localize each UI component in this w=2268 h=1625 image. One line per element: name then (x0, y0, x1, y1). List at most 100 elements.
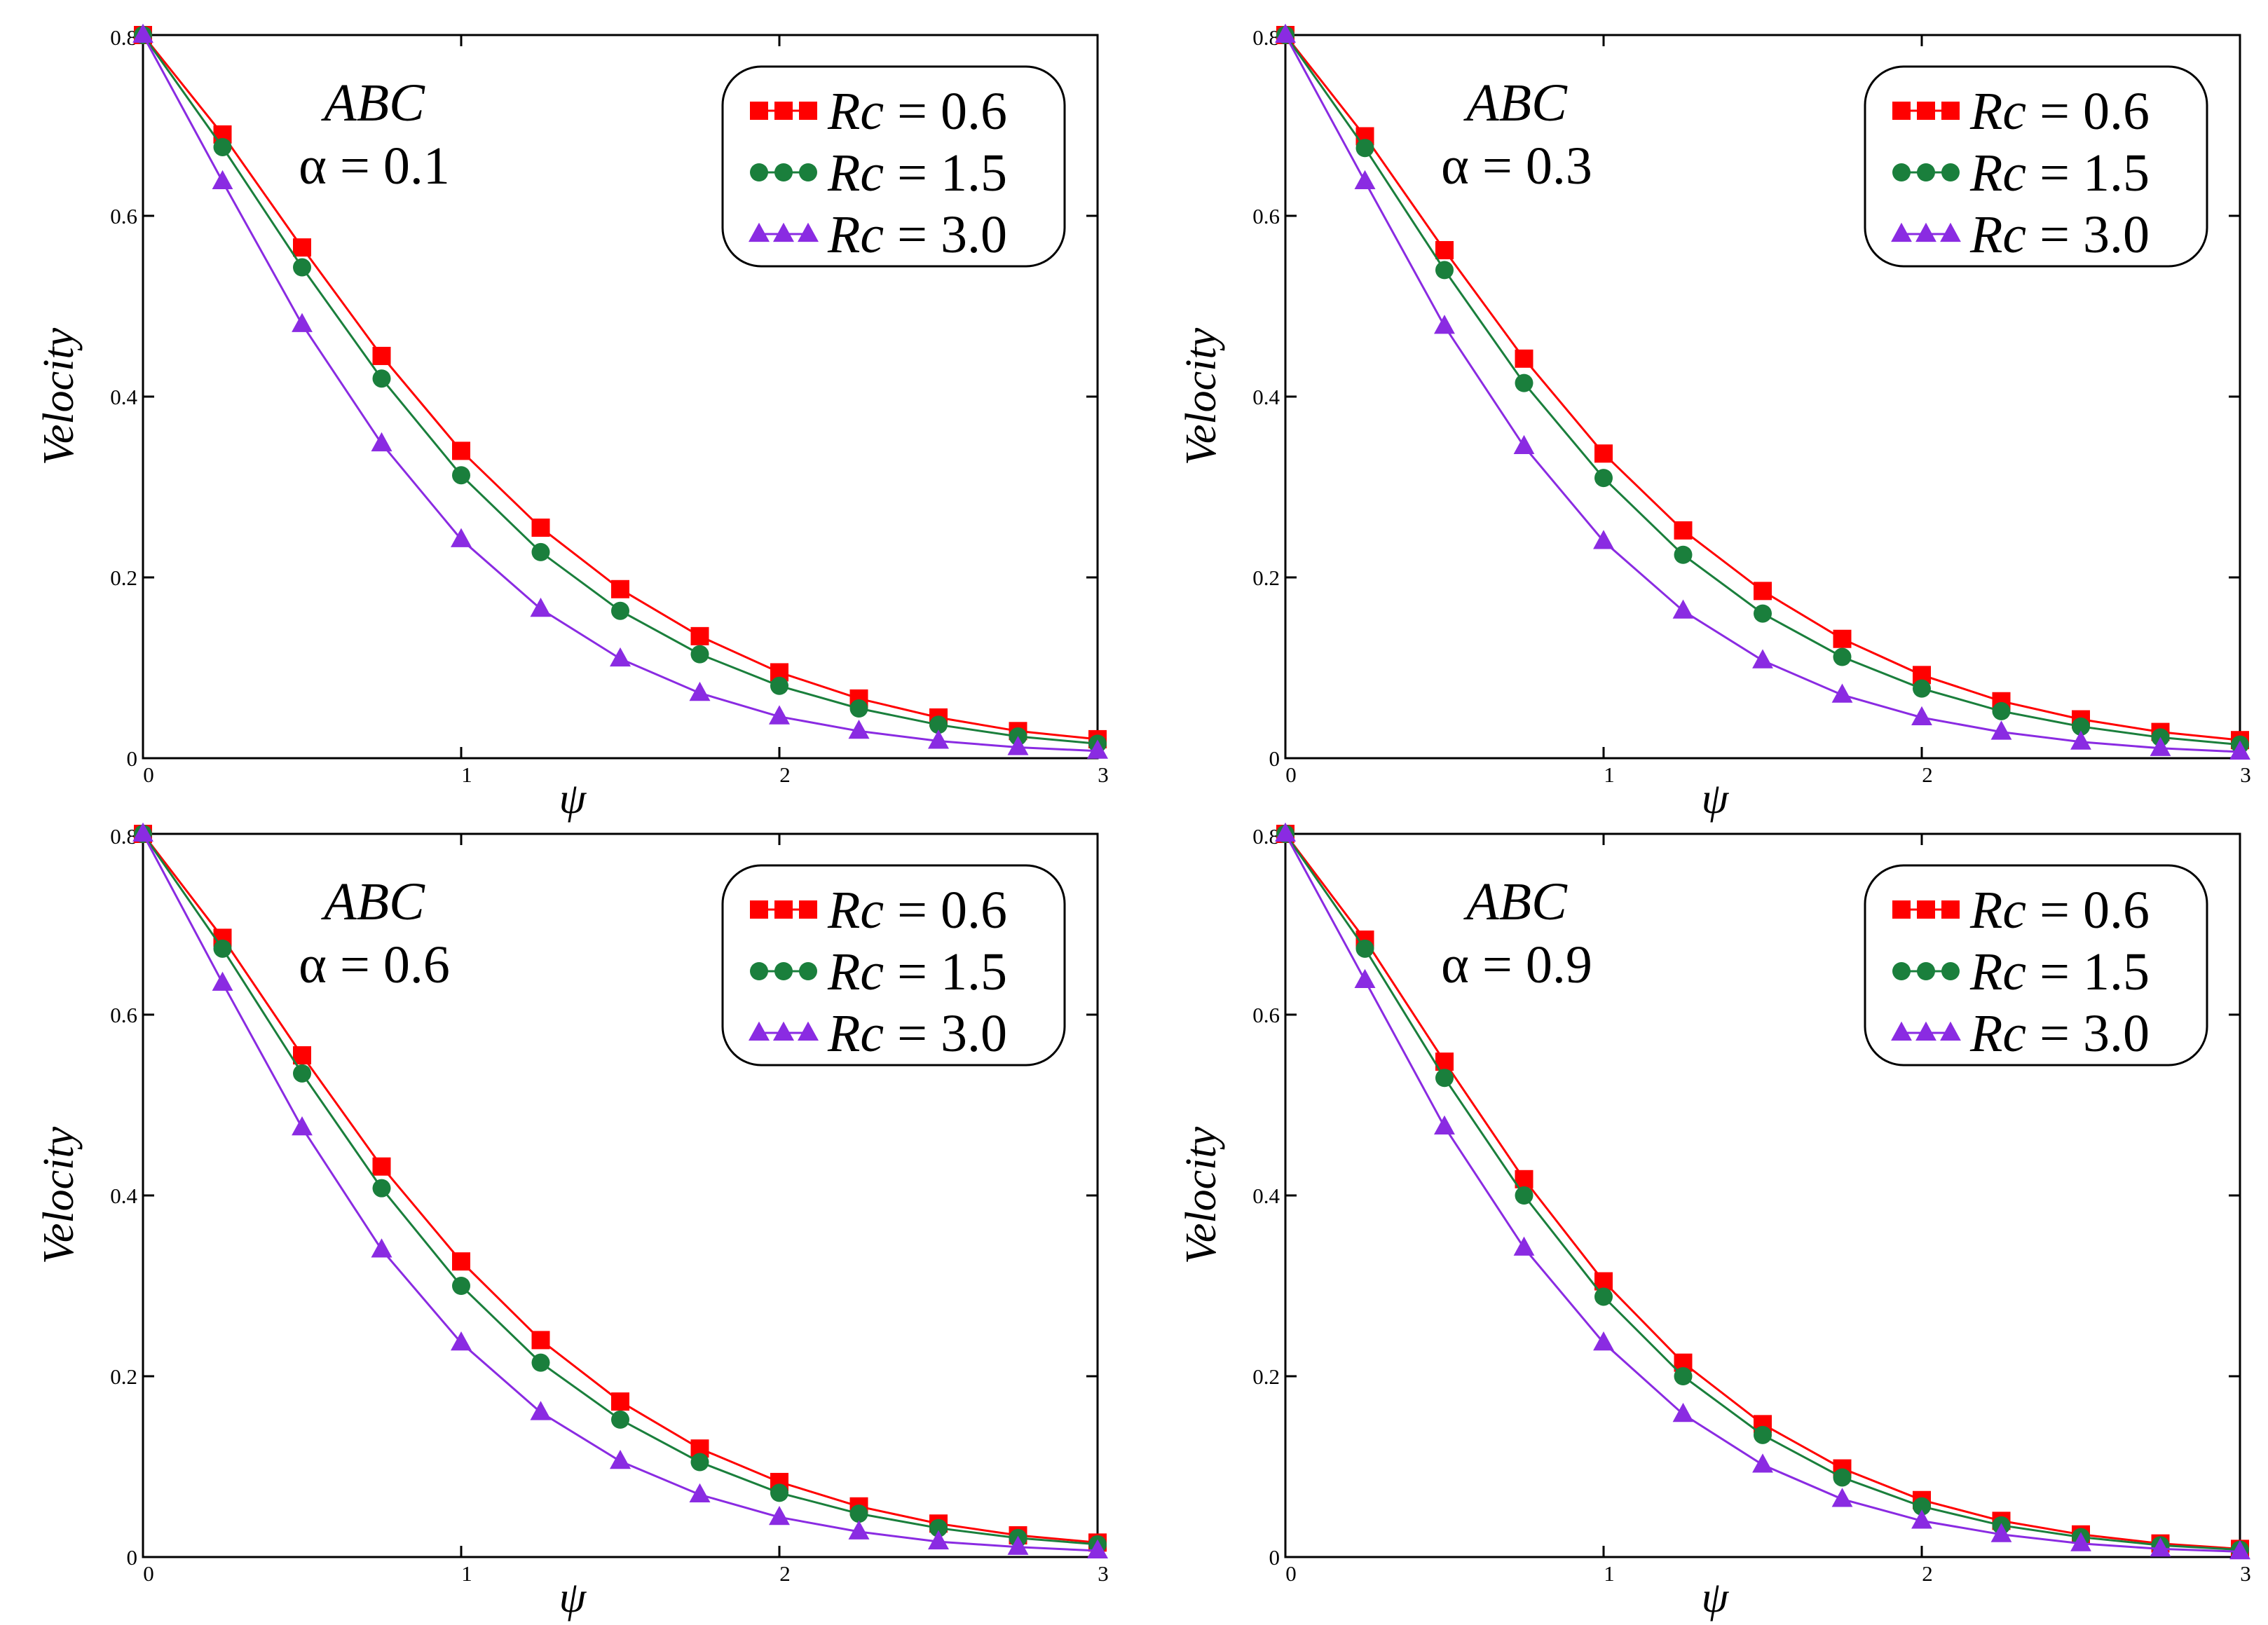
y-tick-label: 0.4 (1252, 385, 1280, 409)
y-tick-label: 0 (127, 746, 138, 771)
data-point-circle (531, 1353, 550, 1372)
legend-entry: Rc = 1.5 (1892, 144, 2150, 203)
data-point-circle (372, 369, 391, 388)
data-point-triangle (1990, 1523, 2012, 1542)
data-point-triangle (749, 1021, 770, 1041)
alpha-label: α = 0.1 (299, 137, 450, 196)
data-point-circle (1594, 469, 1613, 488)
x-tick-label: 2 (779, 762, 791, 787)
data-point-square (372, 1157, 391, 1176)
data-point-square (774, 102, 793, 120)
data-point-triangle (132, 822, 153, 842)
x-tick-label: 3 (1098, 1561, 1109, 1586)
data-point-triangle (1911, 706, 1932, 725)
y-tick-label: 0.6 (110, 204, 137, 228)
data-point-triangle (1513, 434, 1535, 454)
data-point-triangle (1891, 1021, 1912, 1041)
legend-label: Rc = 3.0 (827, 1004, 1007, 1063)
data-point-triangle (212, 971, 233, 991)
x-tick-label: 1 (1604, 762, 1615, 787)
alpha-label: α = 0.3 (1441, 137, 1592, 196)
legend-value: = 3.0 (884, 205, 1007, 264)
legend-entry: Rc = 3.0 (1891, 1004, 2150, 1063)
data-point-circle (1674, 1367, 1693, 1385)
data-point-triangle (1275, 23, 1296, 43)
legend-value: = 1.5 (2026, 942, 2150, 1001)
data-point-triangle (848, 720, 870, 739)
data-point-square (452, 1252, 470, 1271)
data-point-triangle (2150, 1537, 2171, 1557)
data-point-triangle (371, 432, 392, 452)
legend-label: Rc = 0.6 (827, 82, 1007, 141)
y-tick-label: 0.2 (1252, 565, 1280, 590)
x-tick-label: 0 (1285, 762, 1297, 787)
data-point-triangle (610, 1450, 631, 1469)
x-tick-label: 3 (2240, 762, 2251, 787)
legend-entry: Rc = 0.6 (750, 82, 1007, 141)
data-point-circle (770, 1483, 788, 1502)
y-axis-label: Velocity (35, 327, 83, 465)
data-point-circle (750, 962, 768, 980)
y-tick-label: 0.6 (1252, 204, 1280, 228)
legend-symbol: Rc (1969, 1004, 2026, 1063)
data-point-triangle (689, 1483, 711, 1502)
data-point-triangle (769, 1506, 790, 1525)
y-tick-label: 0 (127, 1545, 138, 1570)
data-point-square (1435, 241, 1454, 260)
legend-label: Rc = 0.6 (1969, 82, 2150, 141)
data-point-circle (1833, 647, 1852, 666)
data-point-triangle (798, 222, 819, 242)
legend-value: = 3.0 (2026, 1004, 2150, 1063)
legend-symbol: Rc (1969, 942, 2026, 1001)
data-point-triangle (1513, 1236, 1535, 1256)
x-axis-label: ψ (1702, 775, 1730, 823)
legend-label: Rc = 0.6 (827, 881, 1007, 940)
data-point-triangle (1354, 170, 1376, 189)
legend-symbol: Rc (827, 82, 884, 141)
legend-entry: Rc = 0.6 (1892, 881, 2150, 940)
data-point-triangle (1434, 1115, 1455, 1134)
y-tick-label: 0.6 (1252, 1003, 1280, 1027)
data-point-triangle (1891, 222, 1912, 242)
data-point-square (1892, 900, 1911, 919)
legend-value: = 3.0 (884, 1004, 1007, 1063)
data-point-circle (690, 1453, 709, 1472)
data-point-triangle (1354, 968, 1376, 988)
y-tick-label: 0.8 (110, 824, 137, 849)
legend-entry: Rc = 1.5 (750, 144, 1007, 203)
legend-label: Rc = 1.5 (827, 144, 1007, 203)
legend: Rc = 0.6Rc = 1.5Rc = 3.0 (1864, 864, 2208, 1067)
data-point-circle (1515, 1186, 1533, 1205)
data-point-circle (774, 163, 793, 181)
legend-value: = 0.6 (2026, 881, 2150, 940)
x-tick-label: 1 (1604, 1561, 1615, 1586)
data-point-circle (213, 137, 232, 156)
legend-value: = 0.6 (2026, 82, 2150, 141)
data-point-square (372, 346, 391, 365)
data-point-circle (1754, 1425, 1772, 1444)
legend-entry: Rc = 1.5 (1892, 942, 2150, 1001)
series-triangle (1275, 822, 2250, 1560)
data-point-triangle (1831, 1488, 1853, 1507)
data-point-square (799, 102, 817, 120)
legend-entry: Rc = 3.0 (749, 1004, 1007, 1063)
data-point-triangle (689, 681, 711, 701)
model-label: ABC (1463, 74, 1568, 132)
data-point-square (611, 580, 629, 598)
data-point-circle (2072, 717, 2090, 736)
data-point-square (1674, 521, 1693, 540)
data-point-triangle (1672, 599, 1694, 619)
data-point-triangle (1752, 1453, 1773, 1473)
data-point-triangle (1911, 1509, 1932, 1529)
legend-symbol: Rc (1969, 881, 2026, 940)
data-point-triangle (1940, 222, 1961, 242)
data-point-circle (929, 1518, 948, 1537)
data-point-circle (452, 466, 470, 485)
data-point-square (1917, 900, 1935, 919)
data-point-triangle (292, 313, 313, 332)
data-point-triangle (1434, 315, 1455, 334)
data-point-triangle (1915, 1021, 1936, 1041)
data-point-triangle (1672, 1402, 1694, 1422)
data-point-square (1892, 102, 1911, 120)
